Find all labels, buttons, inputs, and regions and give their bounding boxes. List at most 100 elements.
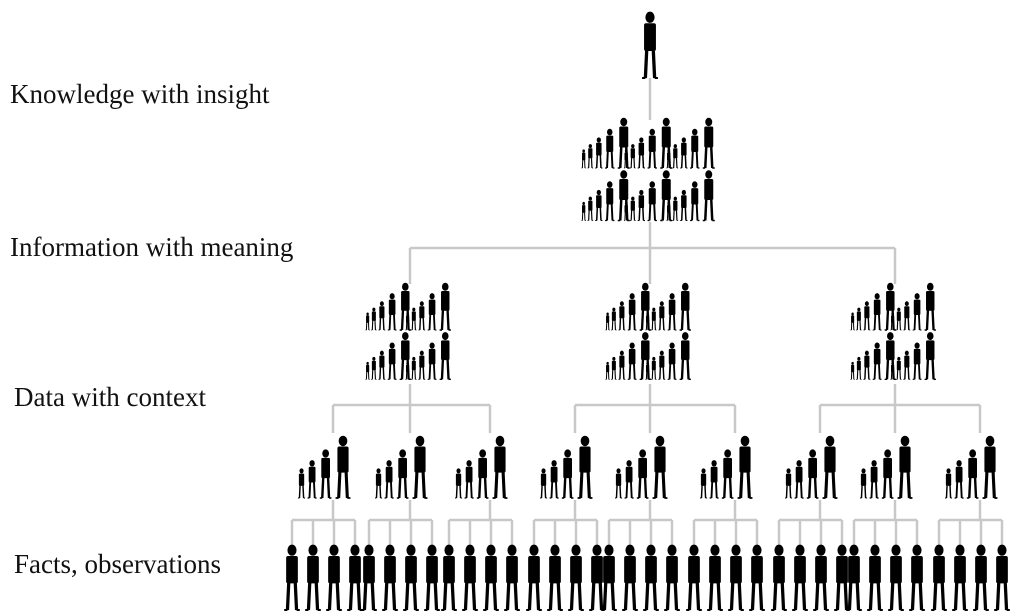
- person-icon: [382, 545, 398, 610]
- legs: [976, 583, 985, 610]
- body: [406, 365, 409, 372]
- legs: [390, 364, 395, 379]
- legs: [427, 583, 436, 610]
- head: [606, 313, 608, 316]
- body: [652, 361, 656, 370]
- person-icon: [807, 449, 819, 498]
- body: [659, 356, 664, 368]
- legs: [386, 482, 391, 498]
- head: [626, 460, 631, 466]
- body: [606, 136, 613, 152]
- head: [456, 468, 460, 473]
- head: [589, 197, 592, 201]
- legs: [466, 482, 471, 498]
- head: [402, 283, 409, 291]
- legs: [955, 583, 964, 610]
- head: [915, 343, 920, 349]
- legs: [724, 478, 731, 498]
- head: [851, 362, 853, 365]
- person-icon: [648, 129, 657, 168]
- person-icon: [400, 332, 411, 379]
- head: [857, 357, 860, 361]
- body: [619, 306, 624, 318]
- body: [794, 556, 806, 583]
- person-icon: [664, 545, 680, 610]
- head: [550, 545, 559, 556]
- legs: [412, 321, 415, 330]
- body: [606, 316, 609, 323]
- person-icon: [686, 545, 702, 610]
- head: [875, 293, 880, 299]
- legs: [986, 472, 995, 498]
- body: [309, 467, 316, 483]
- body: [629, 349, 636, 364]
- body: [612, 361, 616, 370]
- legs: [551, 482, 556, 498]
- body: [456, 474, 461, 486]
- legs: [582, 213, 585, 221]
- head: [620, 170, 627, 179]
- legs: [809, 478, 816, 498]
- person-icon: [658, 301, 665, 330]
- body: [857, 311, 861, 320]
- legs: [564, 478, 571, 498]
- person-icon: [722, 449, 734, 498]
- body: [681, 195, 686, 208]
- body: [363, 556, 375, 583]
- legs: [927, 310, 934, 330]
- head: [915, 293, 920, 299]
- person-icon: [493, 436, 508, 498]
- body: [412, 311, 416, 320]
- person-icon: [606, 313, 610, 330]
- person-icon: [284, 545, 300, 610]
- head: [639, 137, 643, 142]
- head: [442, 283, 449, 291]
- head: [541, 468, 545, 473]
- body: [669, 300, 676, 315]
- body: [379, 356, 384, 368]
- head: [871, 460, 876, 466]
- person-icon: [477, 449, 489, 498]
- legs: [682, 155, 686, 168]
- legs: [350, 583, 359, 610]
- legs: [444, 583, 453, 610]
- person-icon: [411, 308, 416, 330]
- head: [420, 301, 424, 306]
- person-icon: [672, 197, 678, 221]
- head: [905, 301, 909, 306]
- person-icon: [326, 545, 342, 610]
- body: [549, 556, 561, 583]
- level-label: Knowledge with insight: [10, 79, 270, 109]
- person-icon: [547, 545, 563, 610]
- person-icon: [909, 545, 925, 610]
- body: [641, 291, 649, 311]
- person-icon: [605, 129, 614, 168]
- person-icon: [898, 436, 913, 498]
- legs: [837, 583, 846, 610]
- head: [607, 129, 612, 136]
- person-icon: [622, 545, 638, 610]
- person-icon: [643, 545, 659, 610]
- legs: [620, 318, 624, 330]
- body: [398, 458, 407, 478]
- person-icon: [440, 283, 451, 330]
- body: [401, 291, 409, 311]
- head: [884, 449, 891, 457]
- body: [836, 556, 848, 583]
- person-icon: [680, 332, 691, 379]
- legs: [870, 583, 879, 610]
- legs: [364, 583, 373, 610]
- body: [673, 148, 677, 158]
- person-icon: [618, 118, 630, 168]
- head: [406, 545, 415, 556]
- person-icon: [856, 357, 861, 379]
- legs: [606, 372, 608, 379]
- person-icon: [896, 308, 901, 330]
- legs: [646, 583, 655, 610]
- legs: [865, 318, 869, 330]
- person-icon: [465, 460, 474, 498]
- head: [630, 343, 635, 349]
- head: [625, 202, 628, 205]
- head: [701, 468, 705, 473]
- legs: [442, 310, 449, 330]
